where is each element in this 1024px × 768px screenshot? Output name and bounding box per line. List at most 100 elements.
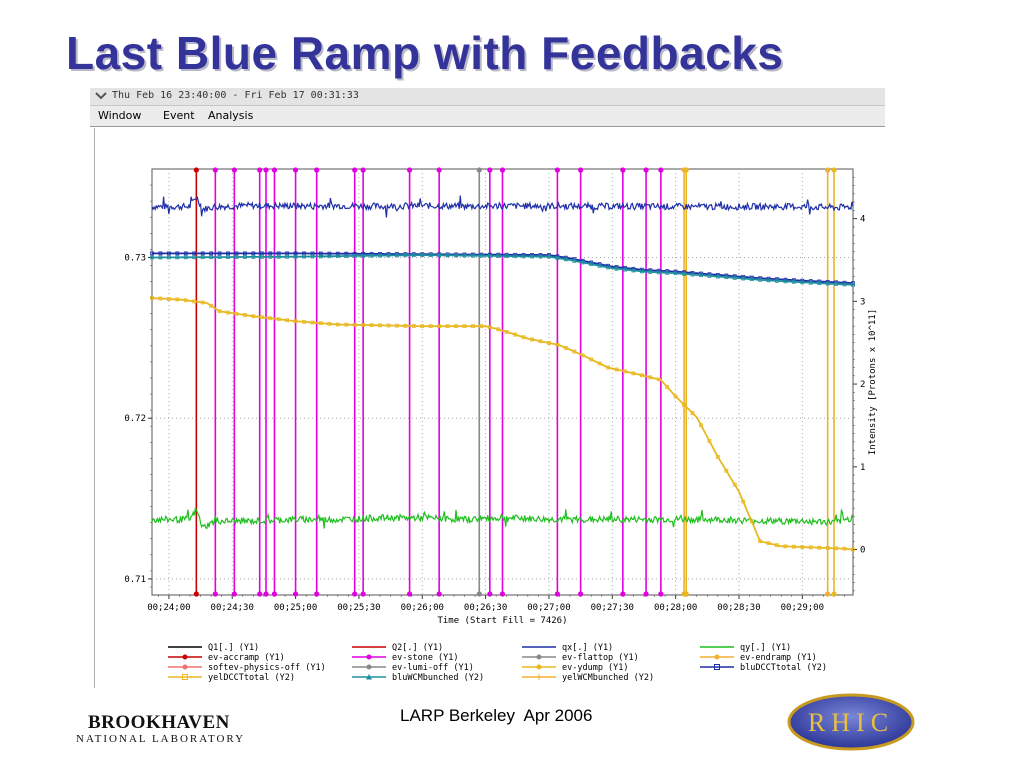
- series-marker: [749, 277, 754, 282]
- series-marker: [386, 323, 391, 328]
- event-marker: [314, 167, 320, 173]
- x-tick-label: 00;26;00: [401, 603, 444, 613]
- menu-analysis[interactable]: Analysis: [208, 109, 254, 122]
- event-marker: [831, 167, 837, 173]
- series-marker: [462, 324, 467, 329]
- series-marker: [175, 297, 180, 302]
- series-marker: [226, 310, 230, 315]
- y2-tick-label: 4: [860, 215, 865, 225]
- legend-marker: [536, 654, 542, 660]
- menu-event[interactable]: Event: [163, 109, 195, 122]
- series-marker: [344, 254, 349, 258]
- series-marker: [335, 254, 340, 259]
- series-marker: [268, 251, 273, 256]
- legend-label: Q2[.] (Y1): [392, 643, 443, 653]
- window-title: Thu Feb 16 23:40:00 - Fri Feb 17 00:31:3…: [112, 90, 359, 101]
- series-marker: [496, 254, 501, 258]
- event-marker: [257, 591, 263, 597]
- series-marker: [851, 547, 855, 552]
- series-marker: [834, 546, 839, 551]
- series-marker: [217, 251, 222, 256]
- series-marker: [665, 385, 670, 389]
- menu-window[interactable]: Window: [98, 109, 142, 122]
- legend-label: Q1[.] (Y1): [208, 643, 259, 653]
- series-marker: [251, 251, 256, 256]
- event-marker: [193, 591, 199, 597]
- series-marker: [589, 262, 594, 267]
- series-marker: [302, 319, 306, 324]
- series-marker: [150, 255, 154, 260]
- event-marker: [406, 167, 413, 173]
- legend-label: qy[.] (Y1): [740, 643, 791, 653]
- series-marker: [530, 254, 534, 259]
- y2-tick-label: 3: [860, 297, 865, 307]
- series-marker: [741, 499, 746, 504]
- series-marker: [775, 543, 779, 548]
- series-marker: [487, 254, 492, 258]
- series-marker: [352, 322, 357, 327]
- series-marker: [166, 251, 171, 256]
- series-marker: [150, 251, 154, 256]
- series-marker: [411, 253, 416, 258]
- series-marker: [648, 375, 653, 380]
- series-marker: [614, 367, 619, 372]
- series-marker: [741, 276, 746, 281]
- series-marker: [437, 324, 442, 329]
- series-marker: [259, 251, 264, 256]
- event-marker: [825, 167, 831, 173]
- event-marker: [257, 167, 263, 173]
- series-marker: [293, 319, 298, 324]
- series-marker: [158, 296, 163, 301]
- series-line: [151, 195, 854, 218]
- series-marker: [665, 270, 670, 275]
- event-marker: [554, 167, 560, 173]
- series-marker: [352, 254, 357, 258]
- series-marker: [369, 323, 374, 328]
- series-marker: [166, 255, 171, 260]
- series-marker: [547, 254, 551, 259]
- series-marker: [606, 265, 610, 270]
- series-marker: [699, 273, 703, 278]
- legend-marker: [536, 664, 542, 670]
- series-marker: [166, 297, 171, 301]
- series-marker: [707, 439, 712, 443]
- series-marker: [437, 253, 442, 258]
- series-marker: [361, 253, 366, 258]
- series-marker: [285, 254, 290, 259]
- series-marker: [411, 324, 416, 328]
- series-marker: [538, 339, 543, 344]
- x-tick-label: 00;24;30: [211, 603, 254, 613]
- y1-tick-label: 0.72: [124, 414, 146, 424]
- series-marker: [310, 254, 315, 259]
- x-axis-label: Time (Start Fill = 7426): [437, 616, 567, 626]
- rhic-logo: RHIC: [787, 693, 915, 751]
- event-marker: [499, 167, 506, 173]
- event-marker: [406, 591, 413, 597]
- event-marker: [263, 591, 269, 597]
- series-marker: [268, 254, 273, 259]
- event-marker: [658, 591, 664, 597]
- event-marker: [578, 591, 584, 597]
- event-marker: [292, 591, 299, 597]
- series-marker: [639, 373, 644, 378]
- event-marker: [643, 167, 649, 173]
- chevron-down-icon[interactable]: [94, 90, 108, 102]
- series-marker: [327, 321, 332, 326]
- series-marker: [335, 322, 340, 327]
- series-marker: [597, 263, 602, 268]
- series-marker: [715, 454, 720, 459]
- series-marker: [513, 254, 518, 259]
- series-marker: [276, 254, 281, 259]
- series-marker: [369, 253, 374, 258]
- legend-marker: [714, 664, 720, 670]
- series-marker: [842, 546, 847, 551]
- series-marker: [504, 254, 509, 259]
- event-marker: [643, 591, 649, 597]
- series-marker: [800, 280, 805, 285]
- series-marker: [639, 269, 644, 274]
- series-marker: [766, 541, 771, 546]
- series-marker: [395, 323, 399, 328]
- series-marker: [276, 251, 281, 256]
- series-marker: [580, 353, 585, 358]
- series-marker: [530, 337, 534, 342]
